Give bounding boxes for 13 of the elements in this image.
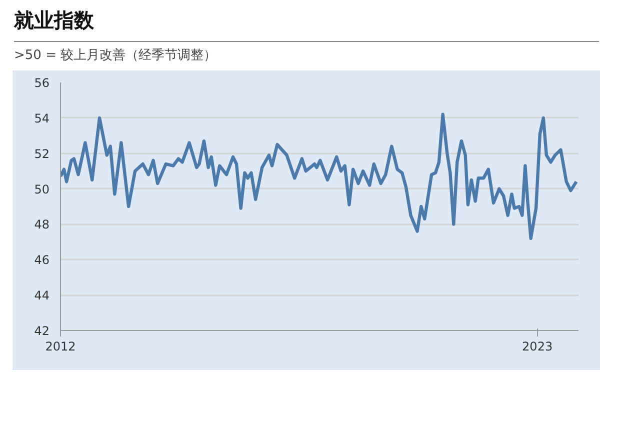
x-tick-label: 2012 <box>45 340 76 354</box>
line-series <box>60 112 578 240</box>
y-tick-label: 52 <box>34 146 50 161</box>
chart-title: 就业指数 <box>14 7 94 34</box>
y-tick-label: 50 <box>34 182 50 196</box>
chart-subtitle: >50 = 较上月改善（经季节调整） <box>14 46 217 65</box>
y-tick-label: 56 <box>34 76 50 90</box>
y-tick-label: 54 <box>34 112 50 126</box>
y-tick-label: 42 <box>34 324 50 338</box>
x-tick-label: 2023 <box>522 340 553 354</box>
y-tick-label: 46 <box>34 253 50 268</box>
y-tick-label: 48 <box>34 218 50 232</box>
y-tick-label: 44 <box>34 288 50 303</box>
